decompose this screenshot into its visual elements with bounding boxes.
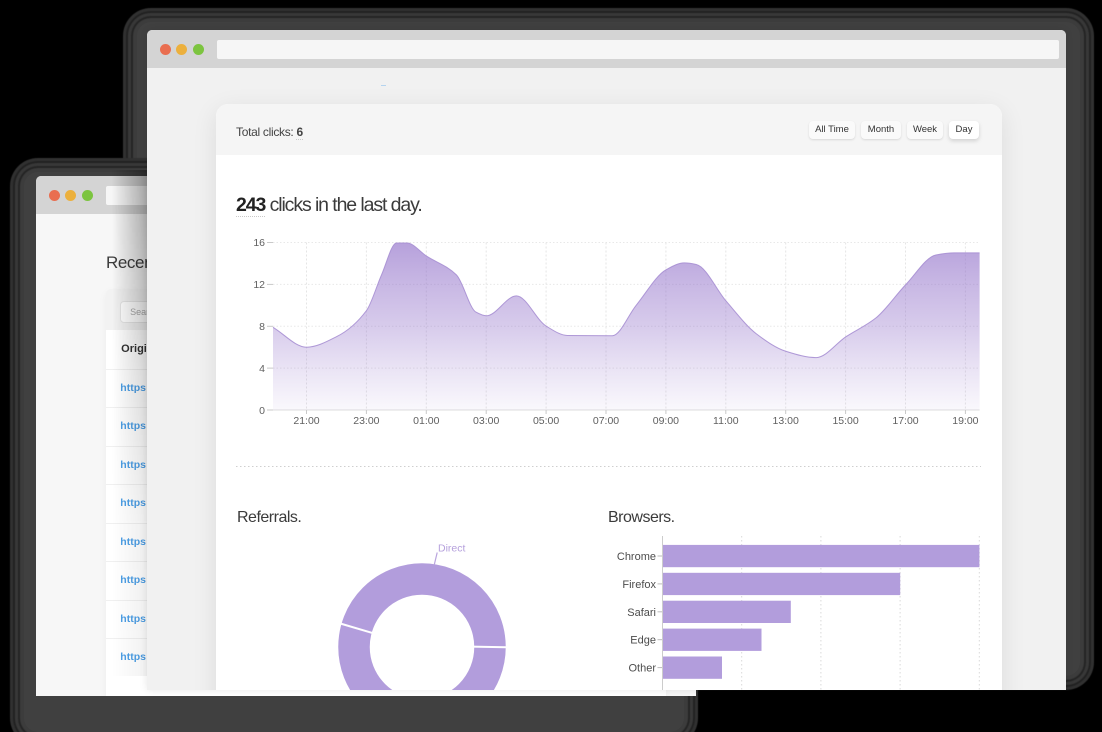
svg-text:11:00: 11:00 bbox=[713, 415, 739, 427]
svg-text:12: 12 bbox=[253, 279, 265, 291]
svg-text:21:00: 21:00 bbox=[293, 415, 319, 427]
svg-text:Edge: Edge bbox=[630, 635, 656, 647]
svg-text:05:00: 05:00 bbox=[533, 415, 559, 427]
svg-text:8: 8 bbox=[259, 321, 265, 333]
svg-text:4: 4 bbox=[259, 363, 265, 375]
svg-text:0: 0 bbox=[259, 405, 265, 417]
svg-text:Direct: Direct bbox=[438, 543, 466, 555]
svg-text:19:00: 19:00 bbox=[952, 415, 978, 427]
svg-text:01:00: 01:00 bbox=[413, 415, 439, 427]
svg-text:07:00: 07:00 bbox=[593, 415, 619, 427]
svg-text:17:00: 17:00 bbox=[892, 415, 918, 427]
svg-text:Firefox: Firefox bbox=[622, 579, 656, 591]
svg-text:03:00: 03:00 bbox=[473, 415, 499, 427]
svg-text:Chrome: Chrome bbox=[617, 551, 656, 563]
svg-text:16: 16 bbox=[253, 237, 265, 249]
svg-text:Other: Other bbox=[628, 663, 656, 675]
svg-text:13:00: 13:00 bbox=[773, 415, 799, 427]
svg-text:Safari: Safari bbox=[627, 607, 656, 619]
svg-text:23:00: 23:00 bbox=[353, 415, 379, 427]
svg-text:15:00: 15:00 bbox=[832, 415, 858, 427]
svg-text:09:00: 09:00 bbox=[653, 415, 679, 427]
